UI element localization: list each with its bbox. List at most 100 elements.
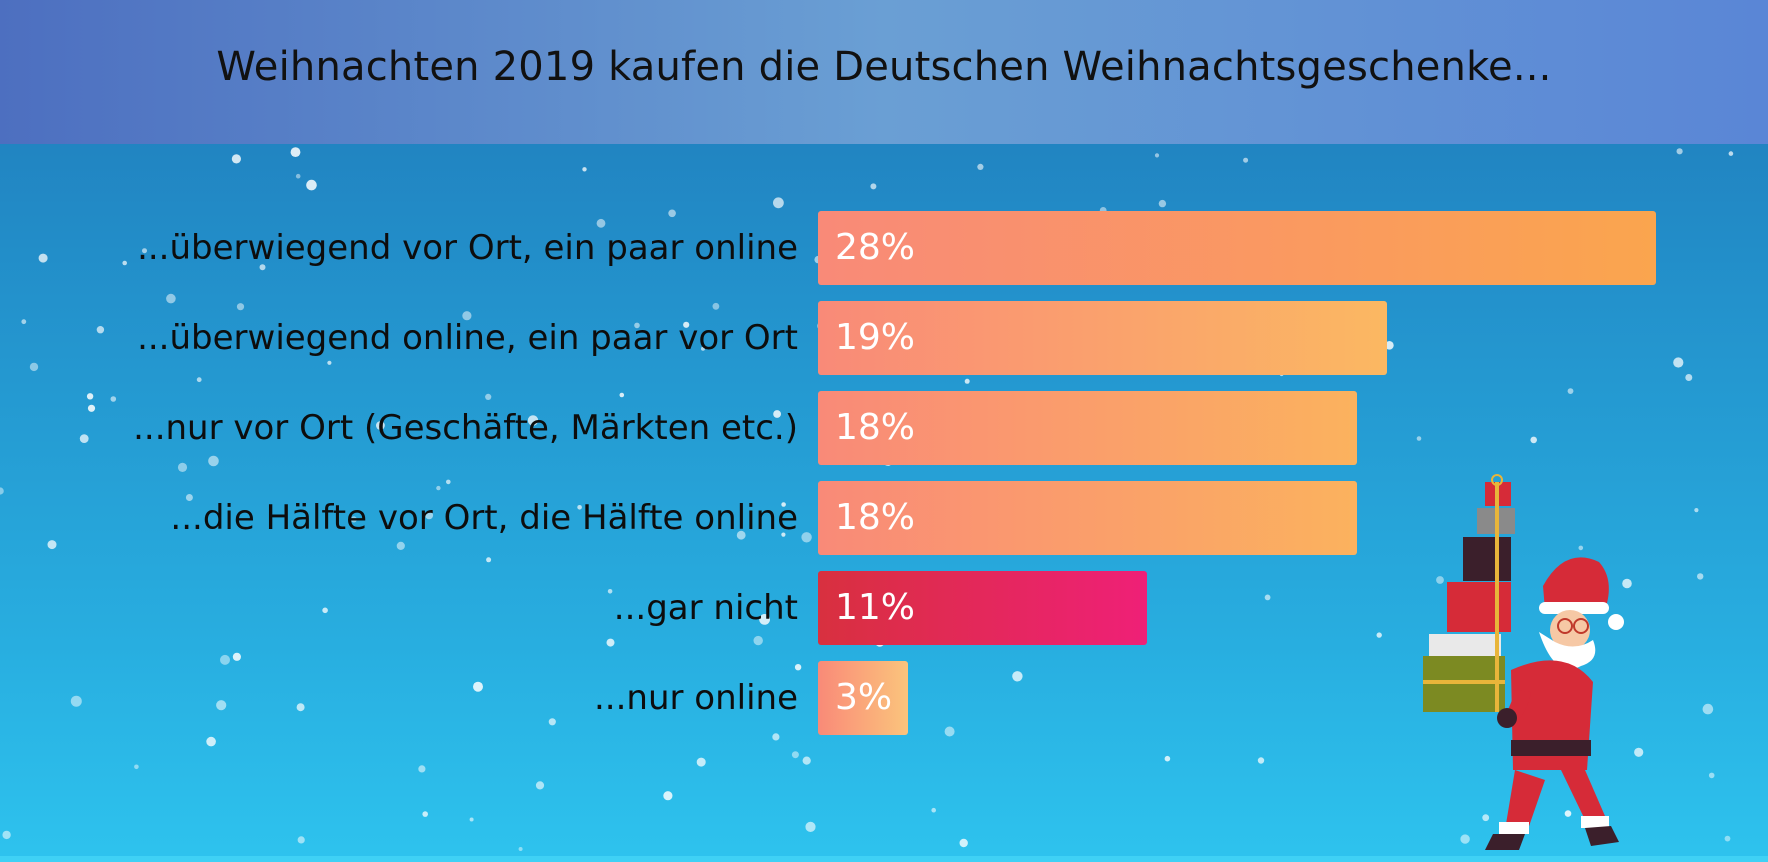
- snowflake: [1376, 632, 1382, 638]
- value-label: 18%: [835, 497, 916, 538]
- snowflake: [0, 487, 4, 495]
- category-label: ...überwiegend online, ein paar vor Ort: [137, 318, 798, 358]
- snowflake: [297, 836, 305, 844]
- value-label: 18%: [835, 407, 916, 448]
- snowflake: [185, 494, 193, 501]
- snowflake: [306, 179, 317, 191]
- snowflake: [47, 540, 57, 550]
- snowflake: [208, 455, 219, 467]
- snowflake: [446, 479, 451, 485]
- snowflake: [1257, 757, 1265, 764]
- snowflake: [1460, 834, 1470, 844]
- snowflake: [663, 791, 673, 801]
- snowflake: [548, 718, 556, 726]
- category-label: ...nur vor Ort (Geschäfte, Märkten etc.): [133, 408, 798, 448]
- snowflake: [977, 163, 984, 170]
- snowflake: [1482, 814, 1490, 822]
- snowflake: [290, 147, 301, 158]
- snowflake: [805, 821, 816, 833]
- value-label: 3%: [835, 677, 893, 718]
- snowflake: [712, 302, 720, 310]
- value-label: 19%: [835, 317, 916, 358]
- bar: [818, 571, 1147, 645]
- snowflake: [781, 502, 786, 507]
- snowflake: [1436, 576, 1444, 584]
- snowflake: [122, 260, 127, 266]
- snowflake: [1567, 388, 1574, 394]
- bar: [818, 391, 1357, 465]
- category-label: ...nur online: [593, 678, 798, 718]
- snowflake: [791, 751, 799, 759]
- category-label: ...gar nicht: [613, 588, 798, 628]
- snowflake: [1622, 578, 1632, 589]
- snowflake: [1264, 594, 1271, 601]
- snowflake: [216, 700, 227, 711]
- snowflake: [1530, 436, 1537, 444]
- santa-with-gifts-illustration: [1423, 474, 1624, 850]
- snowflake: [469, 817, 474, 822]
- header-banner: [0, 0, 1768, 144]
- snowflake: [1385, 341, 1394, 350]
- snowflake: [772, 733, 780, 741]
- snowflake: [577, 505, 582, 510]
- snowflake: [527, 415, 539, 426]
- snowflake: [485, 393, 492, 400]
- snowflake: [232, 652, 241, 661]
- snowflake: [296, 703, 305, 712]
- snowflake: [619, 392, 625, 398]
- snowflake: [753, 635, 763, 646]
- snowflake: [1676, 148, 1683, 155]
- snowflake: [1697, 573, 1704, 580]
- snowflake: [87, 404, 96, 412]
- snowflake: [518, 847, 523, 851]
- snowflake: [1694, 508, 1699, 513]
- snowflake: [295, 173, 301, 179]
- snowflake: [668, 209, 676, 218]
- snowflake: [781, 532, 786, 537]
- value-label: 28%: [835, 227, 916, 268]
- snowflake: [486, 557, 492, 563]
- value-label: 11%: [835, 587, 916, 628]
- snowflake: [473, 681, 483, 692]
- snowflake: [462, 311, 472, 321]
- snowflake: [1164, 755, 1171, 762]
- snowflake: [1578, 545, 1584, 551]
- snowflake: [425, 511, 434, 520]
- category-label: ...die Hälfte vor Ort, die Hälfte online: [170, 498, 798, 538]
- bottom-accent-line: [0, 856, 1768, 862]
- snowflake: [1728, 151, 1734, 156]
- snowflake: [1724, 835, 1731, 842]
- snowflake: [1012, 671, 1023, 682]
- snowflake: [759, 614, 770, 625]
- snowflake: [436, 485, 441, 491]
- snowflake: [701, 346, 705, 351]
- bar: [818, 301, 1387, 375]
- snowflake: [773, 197, 784, 209]
- snowflake: [1708, 772, 1715, 779]
- category-label: ...überwiegend vor Ort, ein paar online: [137, 228, 798, 268]
- snowflake: [1154, 153, 1160, 158]
- snowflake: [196, 377, 202, 383]
- bar: [818, 211, 1656, 285]
- snowflake: [1673, 357, 1684, 368]
- snowflake: [1416, 436, 1422, 441]
- snowflake: [794, 664, 802, 671]
- snowflake: [29, 362, 39, 372]
- snowflake: [1243, 157, 1249, 163]
- snowflake: [231, 154, 241, 164]
- snowflake: [1702, 703, 1714, 715]
- snowflake: [1685, 374, 1693, 381]
- snowflake: [134, 764, 139, 770]
- snowflake: [683, 321, 690, 328]
- snowflake: [964, 378, 970, 384]
- snowflake: [376, 421, 385, 430]
- snowflake: [1158, 199, 1167, 208]
- snowflake: [236, 303, 245, 311]
- snowflake: [606, 638, 615, 647]
- snowflake: [422, 811, 429, 817]
- snowflake: [166, 293, 176, 304]
- snowflake: [322, 607, 328, 614]
- snowflake: [959, 838, 968, 848]
- snowflake: [773, 410, 781, 418]
- snowflake: [582, 167, 587, 172]
